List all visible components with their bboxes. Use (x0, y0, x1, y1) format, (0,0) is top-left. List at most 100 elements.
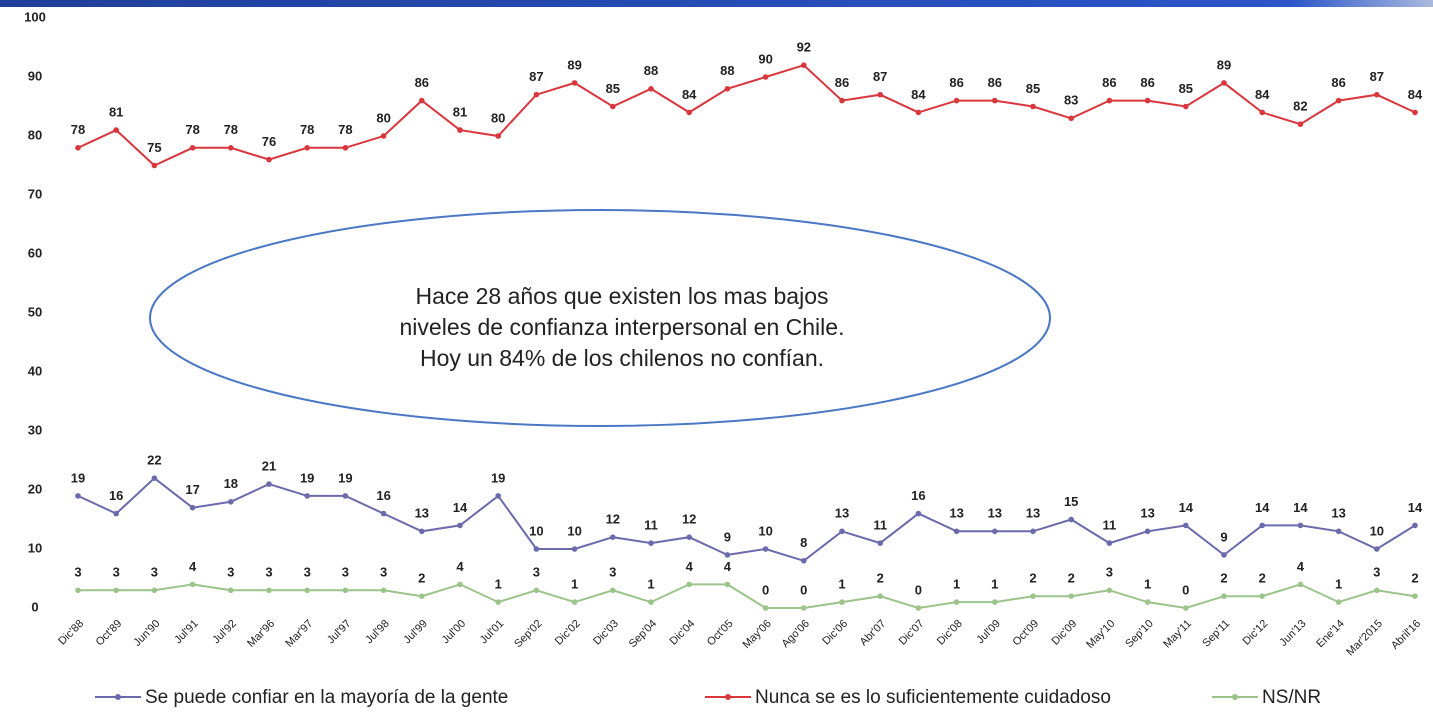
data-point (1335, 528, 1342, 535)
data-label: 1 (991, 577, 998, 592)
data-label: 3 (113, 565, 120, 580)
data-point (953, 97, 960, 104)
data-label: 22 (147, 453, 161, 468)
data-point (1259, 522, 1265, 529)
data-point (1297, 522, 1304, 529)
x-tick-label: Jul'92 (210, 618, 239, 647)
data-point (839, 97, 845, 104)
data-label: 86 (835, 75, 849, 90)
data-label: 13 (1331, 506, 1345, 521)
data-point (686, 581, 692, 588)
data-point (151, 162, 158, 169)
data-label: 10 (758, 523, 772, 538)
data-point (571, 546, 578, 552)
data-point (648, 540, 654, 546)
x-tick-label: Dic'03 (591, 618, 621, 648)
y-tick-label: 40 (28, 363, 42, 378)
data-point (304, 587, 311, 594)
data-point (113, 127, 119, 133)
data-point (648, 86, 654, 92)
data-label: 0 (915, 582, 922, 597)
data-point (801, 558, 807, 564)
data-label: 4 (456, 559, 464, 574)
data-label: 75 (147, 140, 161, 155)
data-point (571, 80, 578, 86)
data-point (113, 587, 119, 594)
data-point (953, 599, 960, 605)
data-point (75, 493, 81, 499)
data-point (1297, 581, 1304, 588)
data-label: 80 (491, 110, 505, 125)
data-label: 3 (265, 565, 272, 580)
data-point (1030, 528, 1036, 535)
data-label: 16 (911, 488, 925, 503)
legend-label: NS/NR (1262, 687, 1321, 708)
data-point (724, 552, 731, 558)
data-point (380, 133, 387, 139)
x-tick-label: Ene'14 (1314, 618, 1346, 650)
data-label: 19 (71, 470, 85, 485)
x-tick-label: Jul'09 (974, 618, 1003, 647)
data-label: 9 (1220, 529, 1227, 544)
data-label: 90 (758, 51, 772, 66)
data-label: 86 (1102, 75, 1116, 90)
x-tick-label: Oct'89 (94, 618, 125, 649)
x-tick-label: May'11 (1161, 618, 1194, 651)
data-label: 8 (800, 535, 807, 550)
data-label: 0 (762, 582, 769, 597)
y-tick-label: 90 (28, 68, 42, 83)
data-point (1183, 103, 1189, 110)
data-point (1183, 605, 1189, 611)
data-label: 88 (644, 63, 658, 78)
data-label: 3 (227, 565, 234, 580)
data-point (1335, 97, 1342, 104)
data-label: 3 (1373, 565, 1380, 580)
data-label: 86 (1331, 75, 1345, 90)
data-point (189, 581, 196, 588)
y-tick-label: 30 (28, 422, 42, 437)
data-label: 4 (686, 559, 694, 574)
data-label: 3 (342, 565, 349, 580)
data-point (113, 510, 119, 517)
data-label: 78 (185, 122, 199, 137)
data-point (419, 528, 425, 535)
data-label: 10 (567, 523, 581, 538)
data-point (953, 528, 960, 535)
data-point (1335, 599, 1342, 605)
data-label: 14 (453, 500, 468, 515)
data-label: 16 (109, 488, 123, 503)
data-point (75, 145, 81, 151)
data-point (801, 62, 807, 68)
y-tick-label: 80 (28, 127, 42, 142)
data-label: 2 (418, 571, 425, 586)
data-label: 1 (1335, 577, 1342, 592)
data-point (915, 109, 922, 116)
x-tick-label: Abr'07 (858, 618, 889, 649)
data-label: 78 (71, 122, 85, 137)
data-point (228, 499, 234, 505)
data-point (1183, 522, 1189, 529)
data-label: 86 (1140, 75, 1154, 90)
data-point (1259, 593, 1265, 599)
data-point (304, 145, 311, 151)
data-label: 12 (606, 512, 620, 527)
data-point (189, 145, 196, 151)
x-tick-label: Jul'97 (325, 618, 354, 647)
data-point (762, 546, 769, 552)
data-label: 80 (376, 110, 390, 125)
annotation-text: niveles de confianza interpersonal en Ch… (400, 314, 845, 340)
data-label: 82 (1293, 99, 1307, 114)
data-point (877, 593, 883, 599)
data-point (1068, 115, 1074, 122)
data-label: 13 (988, 506, 1002, 521)
data-point (1374, 546, 1380, 552)
data-label: 19 (338, 470, 352, 485)
data-point (533, 546, 540, 552)
data-point (266, 156, 272, 163)
data-label: 12 (682, 512, 696, 527)
data-label: 4 (189, 559, 197, 574)
data-point (992, 97, 998, 104)
legend-marker (115, 694, 121, 700)
legend-marker (725, 694, 731, 700)
data-label: 16 (376, 488, 390, 503)
